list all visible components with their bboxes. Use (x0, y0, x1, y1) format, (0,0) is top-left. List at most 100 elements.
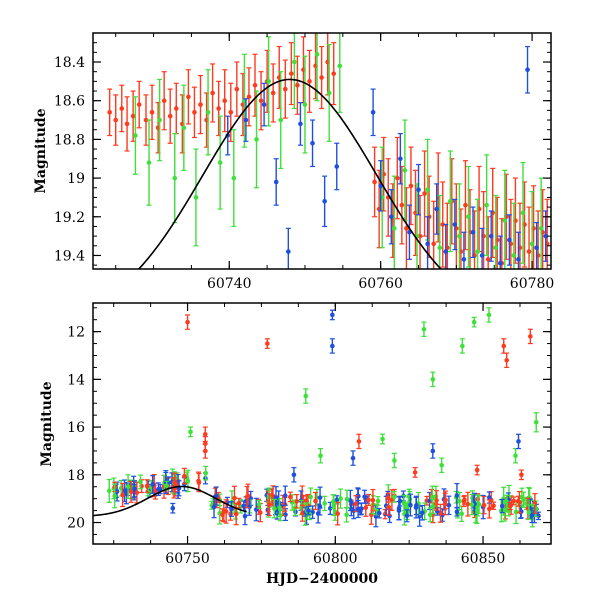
top-data-point-red (124, 96, 130, 152)
top-data-point-blue (488, 210, 494, 262)
top-data-point-green (511, 202, 517, 269)
top-data-point-red (319, 45, 325, 110)
bottom-band-point (137, 474, 143, 490)
bottom-band-point (429, 485, 435, 509)
top-data-point-red (167, 88, 173, 144)
bottom-band-point (335, 501, 341, 526)
top-data-point-green (181, 84, 187, 171)
bottom-data-marks (93, 307, 541, 528)
bottom-band-point (419, 504, 425, 521)
top-data-point-green (302, 55, 308, 154)
top-data-point-green (157, 78, 163, 162)
top-data-point-blue (310, 119, 316, 168)
bottom-y-tick-label: 14 (67, 372, 85, 388)
top-x-tick-label: 60780 (510, 276, 555, 292)
bottom-band-point (120, 482, 126, 508)
top-data-point-red (210, 63, 216, 123)
top-data-point-green (502, 169, 508, 269)
top-data-point-red (161, 71, 167, 131)
bottom-band-point (277, 509, 283, 522)
bottom-band-point (457, 491, 463, 511)
bottom-band-point (446, 495, 452, 516)
bottom-band-point (519, 487, 525, 507)
top-x-tick-label: 60740 (207, 276, 252, 292)
bottom-band-point (144, 479, 150, 493)
bottom-band-point (454, 483, 460, 509)
top-data-point-red (408, 146, 414, 226)
bottom-data-point-green (430, 371, 436, 388)
top-data-point-red (288, 42, 294, 106)
bottom-band-point (434, 490, 440, 511)
top-data-point-red (113, 94, 119, 146)
bottom-band-point (271, 498, 277, 519)
bottom-data-point-red (185, 314, 191, 330)
top-data-point-green (493, 194, 499, 269)
bottom-band-point (244, 485, 250, 509)
bottom-band-point (294, 494, 300, 509)
bottom-band-point (469, 493, 475, 516)
top-data-point-blue (273, 158, 279, 206)
top-data-point-red (307, 49, 313, 113)
top-data-point-green (337, 33, 343, 113)
bottom-x-tick-label: 60800 (313, 551, 358, 567)
top-data-point-green (231, 129, 237, 228)
bottom-band-point (385, 492, 391, 503)
top-data-point-blue (525, 45, 531, 94)
top-data-point-blue (397, 132, 403, 185)
top-data-point-green (447, 150, 453, 253)
top-data-point-green (254, 90, 260, 189)
top-data-point-green (465, 165, 471, 268)
bottom-band-point (287, 491, 293, 503)
bottom-band-point (396, 496, 402, 521)
bottom-data-point-red (504, 352, 510, 369)
bottom-band-point (376, 507, 382, 519)
bottom-band-point (442, 492, 448, 516)
top-data-point-blue (434, 183, 440, 235)
top-data-point-green (278, 71, 284, 170)
top-y-tick-label: 19.4 (54, 248, 85, 264)
bottom-data-point-green (439, 457, 445, 474)
top-data-point-green (132, 96, 138, 175)
bottom-band-point (322, 495, 328, 512)
bottom-band-point (499, 498, 505, 514)
bottom-data-point-blue (515, 433, 521, 450)
bottom-y-tick-label: 18 (67, 468, 85, 484)
top-data-point-red (526, 206, 532, 269)
top-data-point-red (246, 67, 252, 127)
top-data-point-red (185, 69, 191, 125)
bottom-data-point-green (459, 338, 465, 354)
bottom-band-point (532, 493, 538, 514)
top-data-point-red (431, 200, 437, 269)
bottom-band-point (338, 488, 344, 509)
bottom-axis-ticks: 60750 60800 60850 12 14 16 18 20 (67, 303, 551, 567)
top-data-point-green (484, 154, 490, 257)
bottom-data-point-blue (291, 467, 297, 483)
bottom-band-point (526, 504, 532, 520)
bottom-band-point (317, 496, 323, 516)
bottom-data-point-green (486, 307, 492, 323)
top-data-point-red (173, 82, 179, 135)
top-data-point-red (149, 84, 155, 140)
top-data-point-red (372, 146, 378, 218)
bottom-data-point-green (471, 316, 477, 328)
bottom-light-curve-panel: 60750 60800 60850 12 14 16 18 20 Magnitude HJD−… (39, 302, 552, 587)
top-data-point-red (222, 69, 228, 133)
top-data-point-blue (479, 227, 485, 269)
top-data-point-red (197, 74, 203, 135)
top-data-point-green (172, 132, 178, 224)
top-data-point-red (258, 71, 264, 131)
bottom-band-point (344, 506, 350, 523)
bottom-band-point (282, 485, 288, 506)
top-data-point-blue (497, 235, 503, 269)
bottom-band-point (253, 497, 259, 522)
bottom-band-point (461, 495, 467, 507)
top-data-point-blue (425, 216, 431, 269)
top-data-point-red (136, 80, 142, 129)
top-data-point-red (143, 94, 149, 146)
bottom-band-point (437, 503, 443, 523)
top-data-point-blue (515, 231, 521, 269)
top-data-point-green (217, 115, 223, 210)
bottom-data-point-blue (350, 450, 356, 466)
top-data-point-green (456, 183, 462, 269)
top-plot-frame (92, 32, 552, 270)
